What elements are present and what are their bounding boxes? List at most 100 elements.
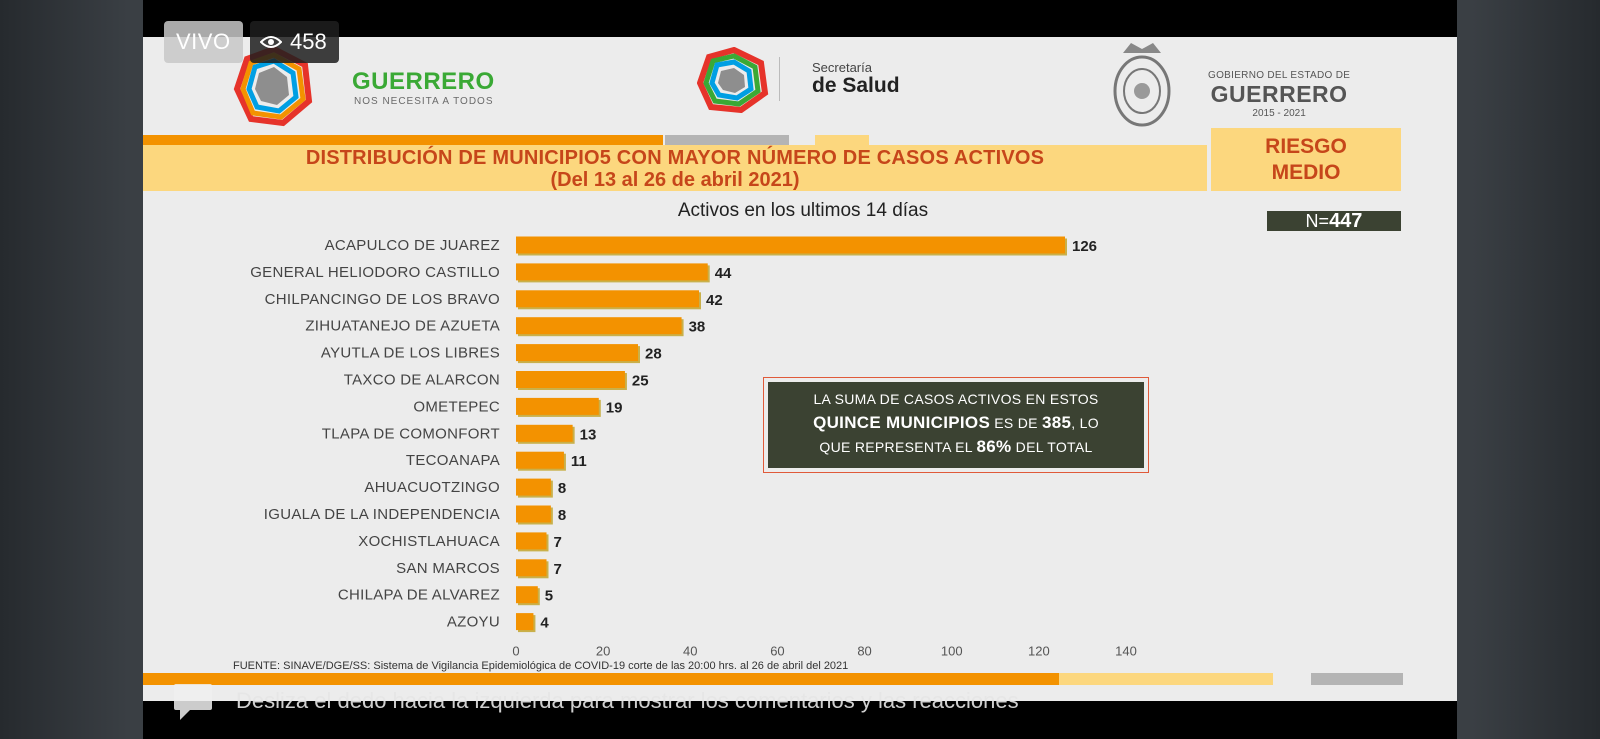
category-label: XOCHISTLAHUACA bbox=[358, 533, 500, 550]
bar bbox=[516, 236, 1065, 254]
value-label: 126 bbox=[1072, 238, 1097, 255]
callout-line1: LA SUMA DE CASOS ACTIVOS EN ESTOS bbox=[813, 391, 1099, 407]
x-tick-label: 0 bbox=[512, 644, 519, 659]
category-label: CHILAPA DE ALVAREZ bbox=[338, 587, 500, 604]
brand-secretaria-line2: de Salud bbox=[812, 73, 900, 97]
x-tick-label: 80 bbox=[857, 644, 871, 659]
risk-line1: RIESGO bbox=[1265, 135, 1347, 158]
swipe-hint: Desliza el dedo hacia la izquierda para … bbox=[236, 688, 1019, 713]
value-label: 8 bbox=[558, 480, 566, 497]
footer-bar-orange bbox=[143, 673, 1059, 685]
category-label: TLAPA DE COMONFORT bbox=[322, 425, 500, 442]
state-seal-icon bbox=[1113, 43, 1171, 127]
video-player[interactable]: GUERRERO NOS NECESITA A TODOS Secretaría… bbox=[143, 0, 1457, 739]
bar bbox=[516, 451, 564, 469]
title-line2: (Del 13 al 26 de abril 2021) bbox=[550, 169, 800, 191]
bar bbox=[516, 478, 551, 496]
bar bbox=[516, 505, 551, 523]
x-tick-label: 60 bbox=[770, 644, 784, 659]
bar bbox=[516, 424, 573, 442]
category-label: TAXCO DE ALARCON bbox=[344, 372, 500, 389]
title-line1: DISTRIBUCIÓN DE MUNICIPIO5 CON MAYOR NÚM… bbox=[305, 147, 1045, 169]
category-label: IGUALA DE LA INDEPENDENCIA bbox=[264, 506, 500, 523]
bar bbox=[516, 317, 682, 335]
callout-line2-num: 385 bbox=[1042, 413, 1072, 432]
guerrero-logo-icon bbox=[233, 45, 313, 127]
category-label: OMETEPEC bbox=[413, 398, 500, 415]
brand-guerrero: GUERRERO NOS NECESITA A TODOS bbox=[352, 68, 495, 107]
bar bbox=[516, 344, 638, 362]
value-label: 5 bbox=[545, 588, 553, 605]
bar bbox=[516, 371, 625, 388]
risk-line2: MEDIO bbox=[1271, 161, 1341, 184]
value-label: 44 bbox=[715, 265, 732, 282]
brand-gobierno: GOBIERNO DEL ESTADO DE GUERRERO 2015 - 2… bbox=[1208, 70, 1350, 119]
x-tick-label: 40 bbox=[683, 644, 697, 659]
callout-line2: QUINCE MUNICIPIOS ES DE 385, LO bbox=[768, 411, 1144, 435]
accent-bar-gray bbox=[665, 135, 789, 145]
callout-line2-mid: ES DE bbox=[990, 415, 1042, 431]
brand-secretaria: Secretaría de Salud bbox=[812, 61, 900, 97]
x-tick-label: 120 bbox=[1028, 644, 1050, 659]
value-label: 42 bbox=[706, 292, 723, 309]
value-label: 28 bbox=[645, 346, 662, 363]
category-label: AHUACUOTZINGO bbox=[364, 479, 500, 496]
value-label: 7 bbox=[554, 534, 562, 551]
brand-secretaria-line1: Secretaría bbox=[812, 60, 872, 75]
brand-guerrero-tagline: NOS NECESITA A TODOS bbox=[354, 96, 494, 107]
bar bbox=[516, 263, 708, 281]
value-label: 11 bbox=[571, 453, 587, 470]
title-band: DISTRIBUCIÓN DE MUNICIPIO5 CON MAYOR NÚM… bbox=[143, 145, 1207, 191]
value-label: 4 bbox=[540, 615, 549, 632]
footer-bar-yellow bbox=[1059, 673, 1273, 685]
source-note: FUENTE: SINAVE/DGE/SS: Sistema de Vigila… bbox=[233, 660, 849, 672]
value-label: 13 bbox=[580, 426, 597, 443]
bar bbox=[516, 532, 547, 550]
value-label: 38 bbox=[689, 319, 706, 336]
accent-bar-yellow bbox=[815, 135, 869, 145]
category-label: ACAPULCO DE JUAREZ bbox=[325, 237, 500, 254]
value-label: 25 bbox=[632, 373, 649, 390]
value-label: 7 bbox=[554, 561, 562, 578]
footer-bar-gray bbox=[1311, 673, 1403, 685]
bar bbox=[516, 290, 699, 308]
brand-gobierno-line3: 2015 - 2021 bbox=[1252, 108, 1306, 119]
bar bbox=[516, 586, 538, 604]
x-tick-label: 20 bbox=[596, 644, 610, 659]
bar-chart: ACAPULCO DE JUAREZ 126 GENERAL HELIODORO C… bbox=[250, 236, 1137, 659]
category-label: AYUTLA DE LOS LIBRES bbox=[321, 345, 500, 362]
total-count-badge: N=447 bbox=[1267, 211, 1401, 231]
bar bbox=[516, 397, 599, 415]
risk-badge: RIESGO MEDIO bbox=[1211, 128, 1401, 191]
callout-line3-start: QUE REPRESENTA EL bbox=[819, 439, 977, 455]
category-label: AZOYU bbox=[447, 614, 500, 631]
eye-icon bbox=[260, 36, 282, 48]
bar bbox=[516, 613, 534, 631]
slide: GUERRERO NOS NECESITA A TODOS Secretaría… bbox=[143, 37, 1457, 701]
live-badge: VIVO bbox=[164, 21, 243, 63]
callout-line3-pct: 86% bbox=[976, 437, 1012, 456]
callout-line3: QUE REPRESENTA EL 86% DEL TOTAL bbox=[768, 435, 1144, 459]
category-label: TECOANAPA bbox=[406, 452, 500, 469]
secretaria-logo-icon bbox=[697, 47, 769, 113]
value-label: 19 bbox=[606, 399, 623, 416]
category-label: SAN MARCOS bbox=[396, 560, 500, 577]
logo-divider bbox=[779, 57, 780, 101]
comment-icon[interactable] bbox=[172, 682, 214, 722]
bar bbox=[516, 559, 547, 577]
callout-line2-bold: QUINCE MUNICIPIOS bbox=[813, 413, 991, 432]
category-label: ZIHUATANEJO DE AZUETA bbox=[305, 318, 500, 335]
brand-gobierno-line1: GOBIERNO DEL ESTADO DE bbox=[1208, 70, 1351, 81]
total-count-prefix: N= bbox=[1305, 211, 1330, 231]
chart-title: Activos en los ultimos 14 días bbox=[677, 200, 929, 221]
callout-line3-end: DEL TOTAL bbox=[1011, 439, 1093, 455]
brand-guerrero-title: GUERRERO bbox=[352, 68, 495, 95]
x-tick-label: 100 bbox=[941, 644, 963, 659]
accent-bar-orange bbox=[143, 135, 663, 145]
value-label: 8 bbox=[558, 507, 566, 524]
category-label: CHILPANCINGO DE LOS BRAVO bbox=[265, 291, 500, 308]
category-label: GENERAL HELIODORO CASTILLO bbox=[250, 264, 500, 281]
summary-callout-box: LA SUMA DE CASOS ACTIVOS EN ESTOS QUINCE… bbox=[768, 382, 1144, 468]
total-count-value: 447 bbox=[1329, 210, 1363, 232]
